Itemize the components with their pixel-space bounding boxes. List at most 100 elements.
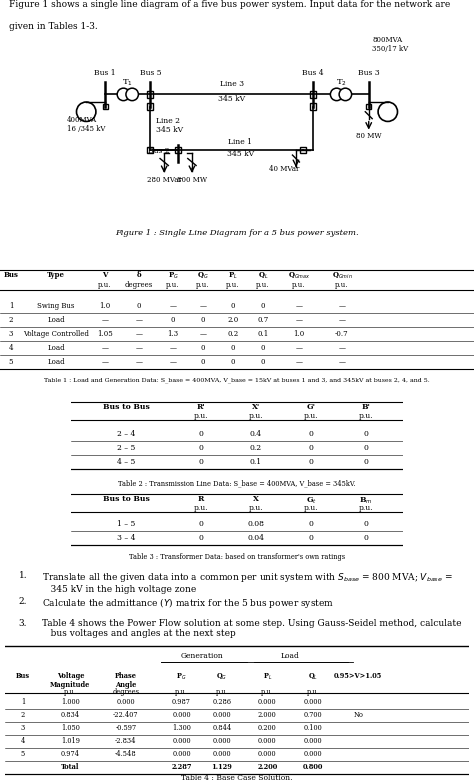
Text: 0.000: 0.000 (303, 698, 322, 706)
Text: Q$_G$: Q$_G$ (197, 271, 209, 281)
Text: 2.000: 2.000 (258, 711, 277, 719)
Text: p.u.: p.u. (226, 281, 240, 289)
Text: 2: 2 (21, 711, 25, 719)
Text: 40 MVar: 40 MVar (269, 165, 299, 172)
Text: 0: 0 (199, 520, 203, 528)
Circle shape (117, 88, 130, 100)
Text: 345 kV: 345 kV (218, 95, 246, 103)
Text: 0.700: 0.700 (303, 711, 322, 719)
Text: p.u.: p.u. (306, 688, 319, 696)
Text: —: — (200, 302, 207, 310)
Text: Table 3 : Transformer Data: based on transformer's own ratings: Table 3 : Transformer Data: based on tra… (129, 553, 345, 561)
Text: 1.129: 1.129 (211, 763, 232, 771)
Text: p.u.: p.u. (249, 412, 263, 420)
Text: 0.4: 0.4 (250, 430, 262, 438)
Text: 0.000: 0.000 (212, 750, 231, 758)
Text: 800 MW: 800 MW (177, 176, 207, 183)
Text: 16 /345 kV: 16 /345 kV (67, 125, 106, 132)
Bar (147, 91, 154, 97)
Bar (310, 91, 316, 97)
Text: 0: 0 (364, 534, 368, 542)
Text: P$_G$: P$_G$ (168, 271, 178, 281)
Text: 0.000: 0.000 (117, 698, 135, 706)
Bar (175, 147, 181, 153)
Text: 3.: 3. (18, 619, 27, 628)
Text: Line 1: Line 1 (228, 138, 253, 146)
Text: 0.1: 0.1 (250, 458, 262, 466)
Text: p.u.: p.u. (194, 412, 208, 420)
Text: p.u.: p.u. (196, 281, 210, 289)
Text: p.u.: p.u. (359, 412, 373, 420)
Text: —: — (338, 302, 346, 310)
Text: 4 – 5: 4 – 5 (117, 458, 135, 466)
Text: 0.000: 0.000 (172, 737, 191, 745)
Text: Table 4 : Base Case Solution.: Table 4 : Base Case Solution. (181, 774, 293, 782)
Text: 0.000: 0.000 (258, 698, 277, 706)
Text: Load: Load (281, 652, 300, 660)
Text: 0: 0 (309, 520, 313, 528)
Text: 1.: 1. (18, 571, 27, 580)
Text: 2 – 5: 2 – 5 (117, 444, 135, 452)
Text: given in Tables 1-3.: given in Tables 1-3. (9, 23, 98, 31)
Text: 0.000: 0.000 (258, 750, 277, 758)
Text: 400MVA: 400MVA (67, 116, 97, 124)
Text: —: — (295, 344, 302, 352)
Text: -0.7: -0.7 (335, 330, 349, 338)
Text: G$_t$: G$_t$ (306, 495, 317, 506)
Text: 2.: 2. (18, 597, 27, 605)
Text: 1.05: 1.05 (97, 330, 113, 338)
Text: 1.000: 1.000 (61, 698, 80, 706)
Text: —: — (136, 316, 143, 324)
Text: 2.200: 2.200 (257, 763, 277, 771)
Text: 0: 0 (199, 430, 203, 438)
Text: 0: 0 (309, 430, 313, 438)
Text: 0: 0 (201, 358, 205, 366)
Text: R: R (198, 495, 204, 503)
Text: δ: δ (137, 271, 141, 279)
Text: 0: 0 (261, 302, 265, 310)
Text: Type: Type (47, 271, 65, 279)
Text: Bus to Bus: Bus to Bus (103, 403, 149, 411)
Text: 4: 4 (9, 344, 13, 352)
Text: 2.287: 2.287 (171, 763, 191, 771)
Text: -22.407: -22.407 (113, 711, 139, 719)
Text: p.u.: p.u. (261, 688, 273, 696)
Text: 3 – 4: 3 – 4 (117, 534, 135, 542)
Text: 0.000: 0.000 (303, 750, 322, 758)
Text: P$_L$: P$_L$ (263, 672, 272, 682)
Text: 1: 1 (9, 302, 13, 310)
Text: p.u.: p.u. (256, 281, 270, 289)
Text: 345 kV: 345 kV (155, 125, 182, 133)
Text: 1.050: 1.050 (61, 724, 80, 732)
Text: 0: 0 (201, 316, 205, 324)
Text: —: — (101, 344, 109, 352)
Text: Voltage Controlled: Voltage Controlled (23, 330, 89, 338)
Text: Q$_L$: Q$_L$ (258, 271, 268, 281)
Text: 0.95>V>1.05: 0.95>V>1.05 (334, 672, 383, 680)
Text: 0: 0 (364, 430, 368, 438)
Text: —: — (200, 330, 207, 338)
Text: Line 2: Line 2 (155, 117, 180, 125)
Text: Phase
Angle: Phase Angle (115, 672, 137, 689)
Text: Figure 1 : Single Line Diagram for a 5 bus power system.: Figure 1 : Single Line Diagram for a 5 b… (115, 229, 359, 237)
Text: No: No (353, 711, 363, 719)
Text: 0.800: 0.800 (302, 763, 323, 771)
Text: 1.019: 1.019 (61, 737, 80, 745)
Text: 0.974: 0.974 (61, 750, 80, 758)
Text: p.u.: p.u. (304, 504, 318, 512)
Text: 0: 0 (364, 444, 368, 452)
Text: G': G' (307, 403, 316, 411)
Text: p.u.: p.u. (175, 688, 188, 696)
Text: —: — (101, 316, 109, 324)
Text: 0: 0 (199, 444, 203, 452)
Text: Voltage
Magnitude: Voltage Magnitude (50, 672, 91, 689)
Text: p.u.: p.u. (98, 281, 112, 289)
Text: 0: 0 (309, 458, 313, 466)
Text: Load: Load (47, 358, 65, 366)
Text: —: — (101, 358, 109, 366)
Text: 0: 0 (309, 444, 313, 452)
Text: B': B' (362, 403, 370, 411)
Text: —: — (295, 316, 302, 324)
Text: 1.3: 1.3 (167, 330, 179, 338)
Text: 0: 0 (171, 316, 175, 324)
